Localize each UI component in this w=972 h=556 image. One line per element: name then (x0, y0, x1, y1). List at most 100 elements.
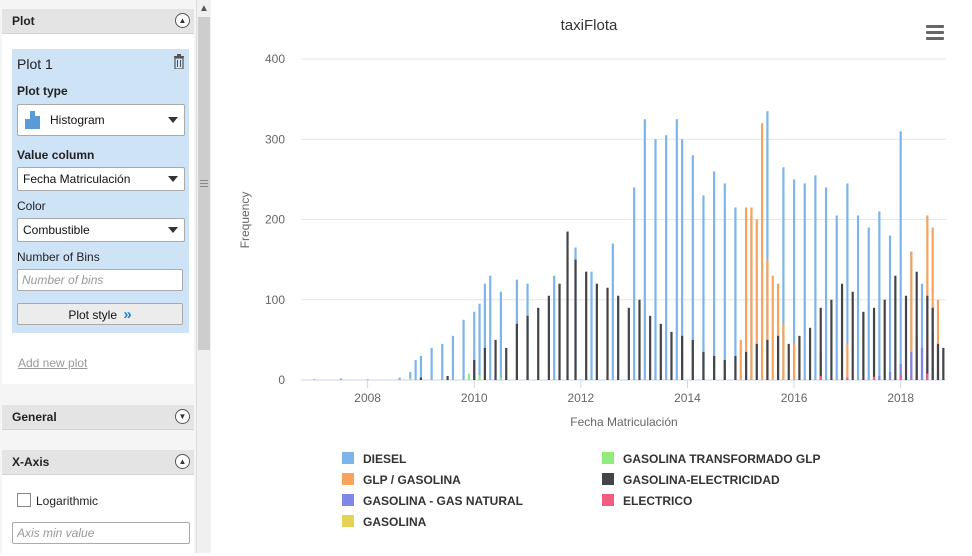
bar-0[interactable] (920, 283, 924, 380)
bar-0[interactable] (723, 183, 726, 380)
bar-0[interactable] (339, 378, 343, 380)
bar-5[interactable] (515, 323, 518, 380)
legend-swatch[interactable] (342, 452, 354, 464)
bar-1[interactable] (846, 343, 849, 380)
bar-1[interactable] (745, 207, 748, 380)
bar-5[interactable] (851, 291, 854, 380)
bar-5[interactable] (526, 315, 529, 380)
bar-5[interactable] (734, 355, 737, 380)
bar-5[interactable] (926, 295, 929, 380)
bar-0[interactable] (489, 275, 492, 380)
bar-0[interactable] (846, 183, 849, 380)
bar-5[interactable] (830, 299, 833, 380)
bar-5[interactable] (819, 307, 822, 380)
legend-swatch[interactable] (342, 515, 354, 527)
bar-5[interactable] (766, 339, 769, 380)
bar-5[interactable] (723, 359, 726, 380)
legend-swatch[interactable] (602, 473, 614, 485)
bar-6[interactable] (819, 375, 822, 380)
bar-5[interactable] (558, 283, 561, 380)
bar-1[interactable] (771, 275, 774, 380)
bar-0[interactable] (878, 211, 881, 380)
add-new-plot-link[interactable]: Add new plot (18, 356, 88, 370)
bar-1[interactable] (750, 207, 753, 380)
bar-1[interactable] (782, 323, 785, 380)
bar-3[interactable] (409, 378, 412, 380)
axis-min-input[interactable] (12, 522, 190, 544)
bar-6[interactable] (926, 373, 929, 380)
bar-1[interactable] (739, 339, 742, 380)
bar-0[interactable] (553, 275, 556, 380)
bins-input[interactable] (17, 269, 183, 291)
legend-item[interactable]: GASOLINA (363, 515, 427, 529)
bar-5[interactable] (670, 331, 673, 380)
bar-5[interactable] (547, 295, 550, 380)
trash-icon[interactable] (173, 54, 185, 72)
bar-5[interactable] (713, 355, 716, 380)
bar-5[interactable] (936, 343, 940, 380)
bar-0[interactable] (313, 379, 316, 380)
bar-5[interactable] (681, 335, 684, 380)
bar-5[interactable] (638, 299, 641, 380)
bar-1[interactable] (931, 227, 934, 380)
bar-6[interactable] (899, 375, 902, 380)
bar-0[interactable] (430, 347, 433, 380)
legend-item[interactable]: ELECTRICO (623, 494, 692, 508)
bar-5[interactable] (537, 307, 540, 380)
bar-5[interactable] (872, 307, 876, 380)
expand-down-icon[interactable]: ▼ (175, 409, 190, 424)
bar-0[interactable] (654, 139, 657, 380)
bar-0[interactable] (366, 379, 369, 380)
bar-0[interactable] (814, 175, 817, 380)
bar-5[interactable] (649, 315, 652, 380)
bar-0[interactable] (499, 291, 502, 380)
bar-0[interactable] (419, 355, 423, 380)
scrollbar-thumb[interactable] (198, 17, 210, 350)
bar-0[interactable] (398, 377, 401, 380)
bar-0[interactable] (611, 243, 614, 380)
bar-0[interactable] (702, 195, 705, 380)
bar-1[interactable] (760, 123, 764, 380)
bar-0[interactable] (803, 183, 806, 380)
bar-5[interactable] (942, 347, 945, 380)
bar-0[interactable] (462, 319, 465, 380)
bar-1[interactable] (910, 251, 913, 380)
bar-5[interactable] (606, 287, 609, 380)
bar-5[interactable] (446, 375, 449, 380)
bar-0[interactable] (899, 131, 902, 380)
bar-5[interactable] (691, 339, 694, 380)
logarithmic-checkbox[interactable] (17, 493, 31, 507)
bar-6[interactable] (872, 376, 876, 380)
bar-5[interactable] (915, 271, 918, 380)
general-section-header[interactable]: General ▼ (2, 405, 194, 430)
bar-5[interactable] (840, 283, 844, 380)
bar-0[interactable] (414, 359, 417, 380)
legend-swatch[interactable] (602, 452, 614, 464)
bar-1[interactable] (936, 299, 940, 380)
bar-0[interactable] (441, 343, 444, 380)
bar-0[interactable] (633, 187, 636, 380)
bar-0[interactable] (590, 271, 593, 380)
bar-0[interactable] (824, 187, 828, 380)
bar-5[interactable] (659, 323, 662, 380)
bar-1[interactable] (792, 343, 796, 380)
plot-style-button[interactable]: Plot style » (17, 303, 183, 325)
bar-5[interactable] (755, 343, 758, 380)
bar-5[interactable] (566, 231, 569, 380)
bar-2[interactable] (888, 371, 892, 380)
bar-5[interactable] (595, 283, 598, 380)
legend-swatch[interactable] (602, 494, 614, 506)
legend-swatch[interactable] (342, 473, 354, 485)
bar-5[interactable] (617, 295, 620, 380)
bar-0[interactable] (451, 335, 455, 380)
bar-1[interactable] (766, 259, 769, 380)
bar-5[interactable] (745, 351, 748, 380)
bar-5[interactable] (776, 335, 780, 380)
bar-0[interactable] (665, 135, 668, 380)
bar-5[interactable] (505, 347, 508, 380)
collapse-up-icon[interactable]: ▲ (175, 454, 190, 469)
collapse-up-icon[interactable]: ▲ (175, 13, 190, 28)
legend-swatch[interactable] (342, 494, 354, 506)
bar-5[interactable] (808, 327, 812, 380)
bar-0[interactable] (792, 179, 796, 380)
